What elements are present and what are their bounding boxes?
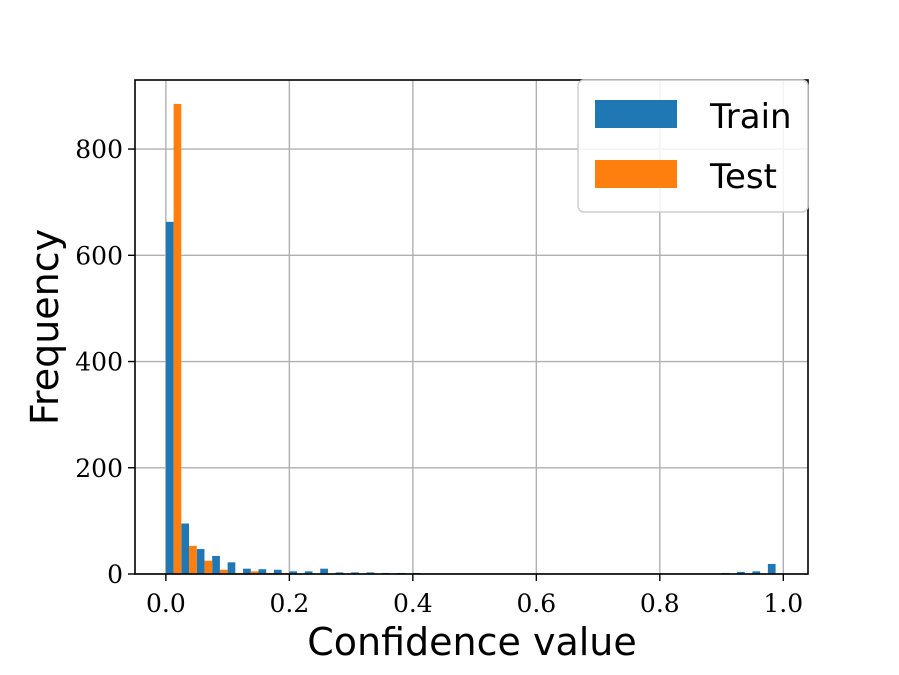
y-tick-label: 400 — [75, 348, 123, 377]
bar-test — [250, 571, 259, 574]
x-tick-label: 0.6 — [516, 589, 556, 618]
bar-train — [165, 221, 174, 574]
y-tick-label: 0 — [107, 560, 123, 589]
bar-test — [189, 545, 197, 574]
y-axis-ticks: 0 200 400 600 800 — [75, 135, 135, 589]
x-tick-label: 0.8 — [640, 589, 680, 618]
x-tick-label: 0.4 — [393, 589, 433, 618]
plot-frame — [134, 79, 809, 575]
bar-test — [219, 569, 228, 574]
bar-train — [289, 571, 298, 574]
bar-train — [227, 562, 236, 574]
x-tick-label: 0.2 — [269, 589, 309, 618]
x-axis-ticks: 0.0 0.2 0.4 0.6 0.8 1.0 — [146, 574, 803, 618]
legend-label-train: Train — [709, 97, 792, 137]
bar-train — [767, 563, 776, 574]
bar-train — [320, 568, 328, 574]
bar-train — [258, 569, 267, 574]
bar-train — [273, 569, 282, 574]
bar-test — [173, 103, 182, 574]
bar-train — [196, 549, 205, 574]
bar-train — [752, 571, 761, 574]
bar-train — [181, 523, 190, 574]
legend-label-test: Test — [709, 157, 777, 197]
bar-train — [736, 571, 745, 574]
bar-train — [304, 571, 313, 574]
y-axis-label: Frequency — [23, 229, 67, 425]
legend-swatch-train — [595, 100, 677, 128]
bar-train — [243, 568, 251, 574]
bar-train — [212, 555, 220, 574]
x-axis-label: Confidence value — [307, 620, 637, 664]
legend-swatch-test — [595, 160, 677, 188]
x-tick-label: 1.0 — [763, 589, 803, 618]
bar-test — [204, 560, 213, 574]
y-tick-label: 600 — [75, 241, 123, 270]
legend: Train Test — [577, 79, 809, 213]
y-tick-label: 200 — [75, 454, 123, 483]
x-tick-label: 0.0 — [146, 589, 186, 618]
y-tick-label: 800 — [75, 135, 123, 164]
